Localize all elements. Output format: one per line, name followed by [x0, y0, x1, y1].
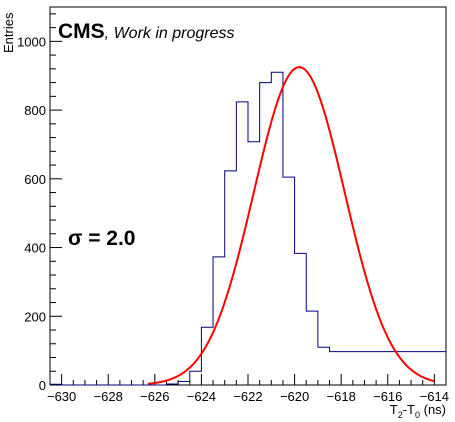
y-tick-label: 200: [24, 309, 46, 324]
y-tick-label: 0: [39, 378, 46, 393]
histogram: [50, 71, 446, 386]
histogram-outline: [50, 71, 446, 386]
x-tick-label: −624: [187, 389, 216, 404]
x-tick-label: −616: [373, 389, 402, 404]
x-axis-title: T2-T0 (ns): [390, 402, 446, 420]
x-tick-label: −618: [327, 389, 356, 404]
sigma-label: σ = 2.0: [68, 227, 136, 250]
y-axis-title: Entries: [1, 12, 16, 53]
work-in-progress-label: , Work in progress: [105, 25, 235, 42]
cms-label: CMS, Work in progress: [58, 20, 234, 43]
gaussian-fit: [147, 66, 435, 385]
x-tick-label: −630: [47, 389, 76, 404]
x-tick-label: −626: [140, 389, 169, 404]
axes: −630 −628 −626 −624 −622 −620 −618 −616 −614 0 200…: [17, 13, 449, 404]
y-tick-label: 400: [24, 241, 46, 256]
x-tick-label: −622: [233, 389, 262, 404]
x-tick-label: −614: [420, 389, 449, 404]
y-tick-label: 800: [24, 103, 46, 118]
x-tick-label: −628: [94, 389, 123, 404]
x-tick-label: −620: [280, 389, 309, 404]
y-tick-label: 1000: [17, 34, 46, 49]
fit-curve: [147, 66, 435, 385]
plot-frame: [49, 6, 447, 386]
y-tick-label: 600: [24, 172, 46, 187]
cms-experiment-label: CMS: [58, 20, 105, 43]
